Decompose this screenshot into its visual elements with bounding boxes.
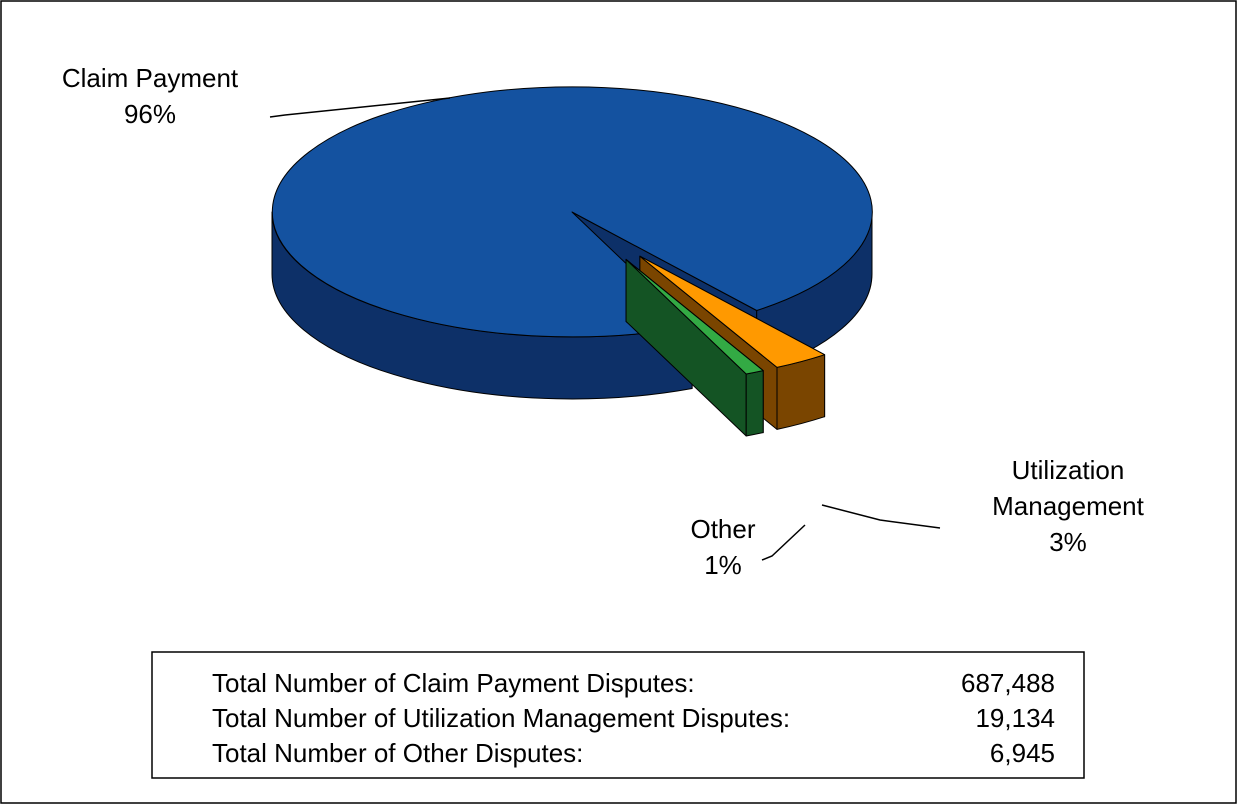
value-label: 1% bbox=[704, 550, 742, 580]
totals-label: Total Number of Claim Payment Disputes: bbox=[212, 668, 695, 698]
pie bbox=[271, 86, 873, 437]
slice bbox=[271, 86, 873, 338]
totals-box bbox=[151, 651, 1085, 779]
leader-line bbox=[761, 524, 806, 561]
totals-label: Total Number of Other Disputes: bbox=[212, 738, 583, 768]
slice bbox=[625, 258, 764, 375]
value-label: 96% bbox=[124, 99, 176, 129]
category-label: Claim Payment bbox=[62, 63, 239, 93]
totals-label: Total Number of Utilization Management D… bbox=[212, 703, 790, 733]
totals-value: 6,945 bbox=[990, 738, 1055, 768]
value-label: 3% bbox=[1049, 527, 1087, 557]
labels: Claim Payment 96% Utilization Management 3% O… bbox=[62, 63, 1145, 580]
category-label: Other bbox=[690, 514, 755, 544]
slice-outer-wall bbox=[745, 370, 764, 437]
totals-value: 19,134 bbox=[975, 703, 1055, 733]
category-label: Utilization Management bbox=[992, 455, 1145, 521]
leader-line bbox=[269, 97, 451, 118]
slice bbox=[639, 255, 826, 368]
totals-table: Total Number of Claim Payment Disputes: 6… bbox=[212, 668, 1055, 768]
leader-line bbox=[821, 504, 941, 529]
totals-value: 687,488 bbox=[961, 668, 1055, 698]
